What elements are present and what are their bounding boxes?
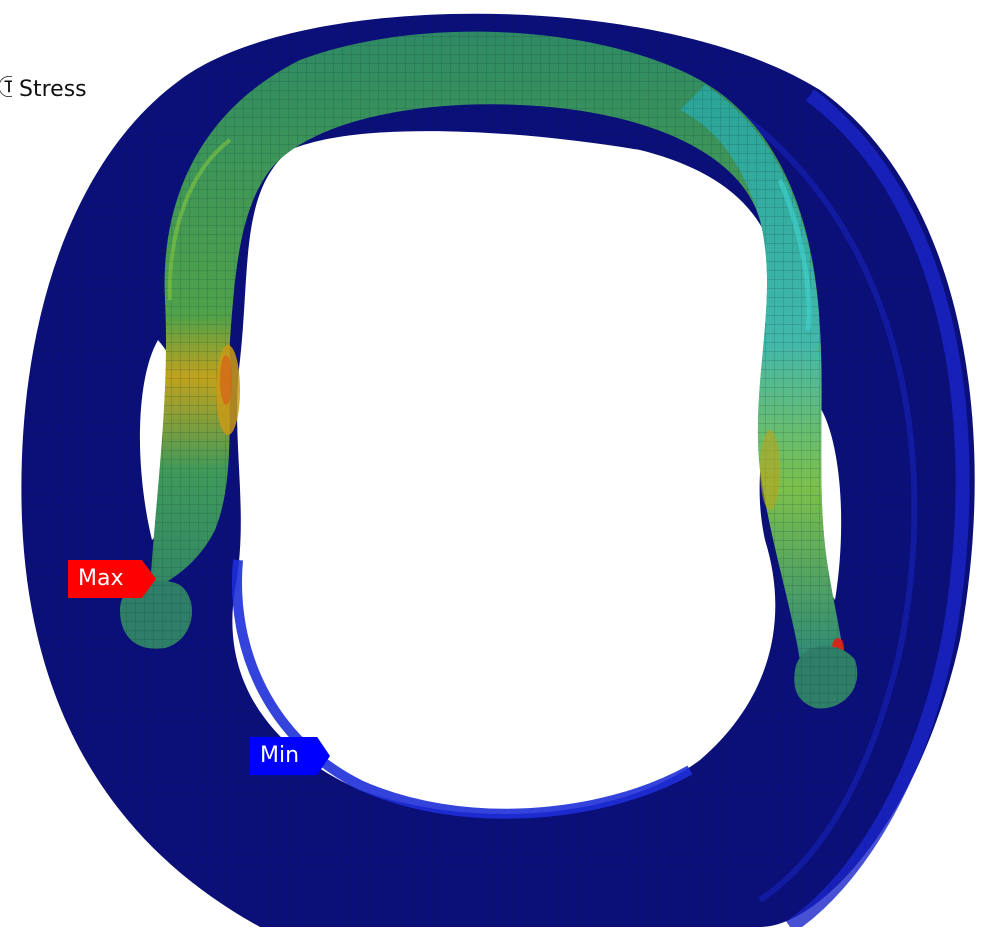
max-probe-label[interactable]: Max bbox=[68, 560, 156, 598]
result-type-icon: Ⓣ bbox=[0, 76, 12, 101]
result-title: Ⓣ Stress bbox=[0, 70, 87, 102]
inner-opening bbox=[232, 131, 782, 814]
min-probe-label[interactable]: Min bbox=[250, 737, 330, 775]
arch-band bbox=[150, 31, 845, 661]
max-probe-text: Max bbox=[78, 566, 124, 591]
result-title-text: Stress bbox=[19, 77, 87, 102]
min-probe-text: Min bbox=[260, 743, 300, 768]
right-bead bbox=[794, 646, 858, 709]
